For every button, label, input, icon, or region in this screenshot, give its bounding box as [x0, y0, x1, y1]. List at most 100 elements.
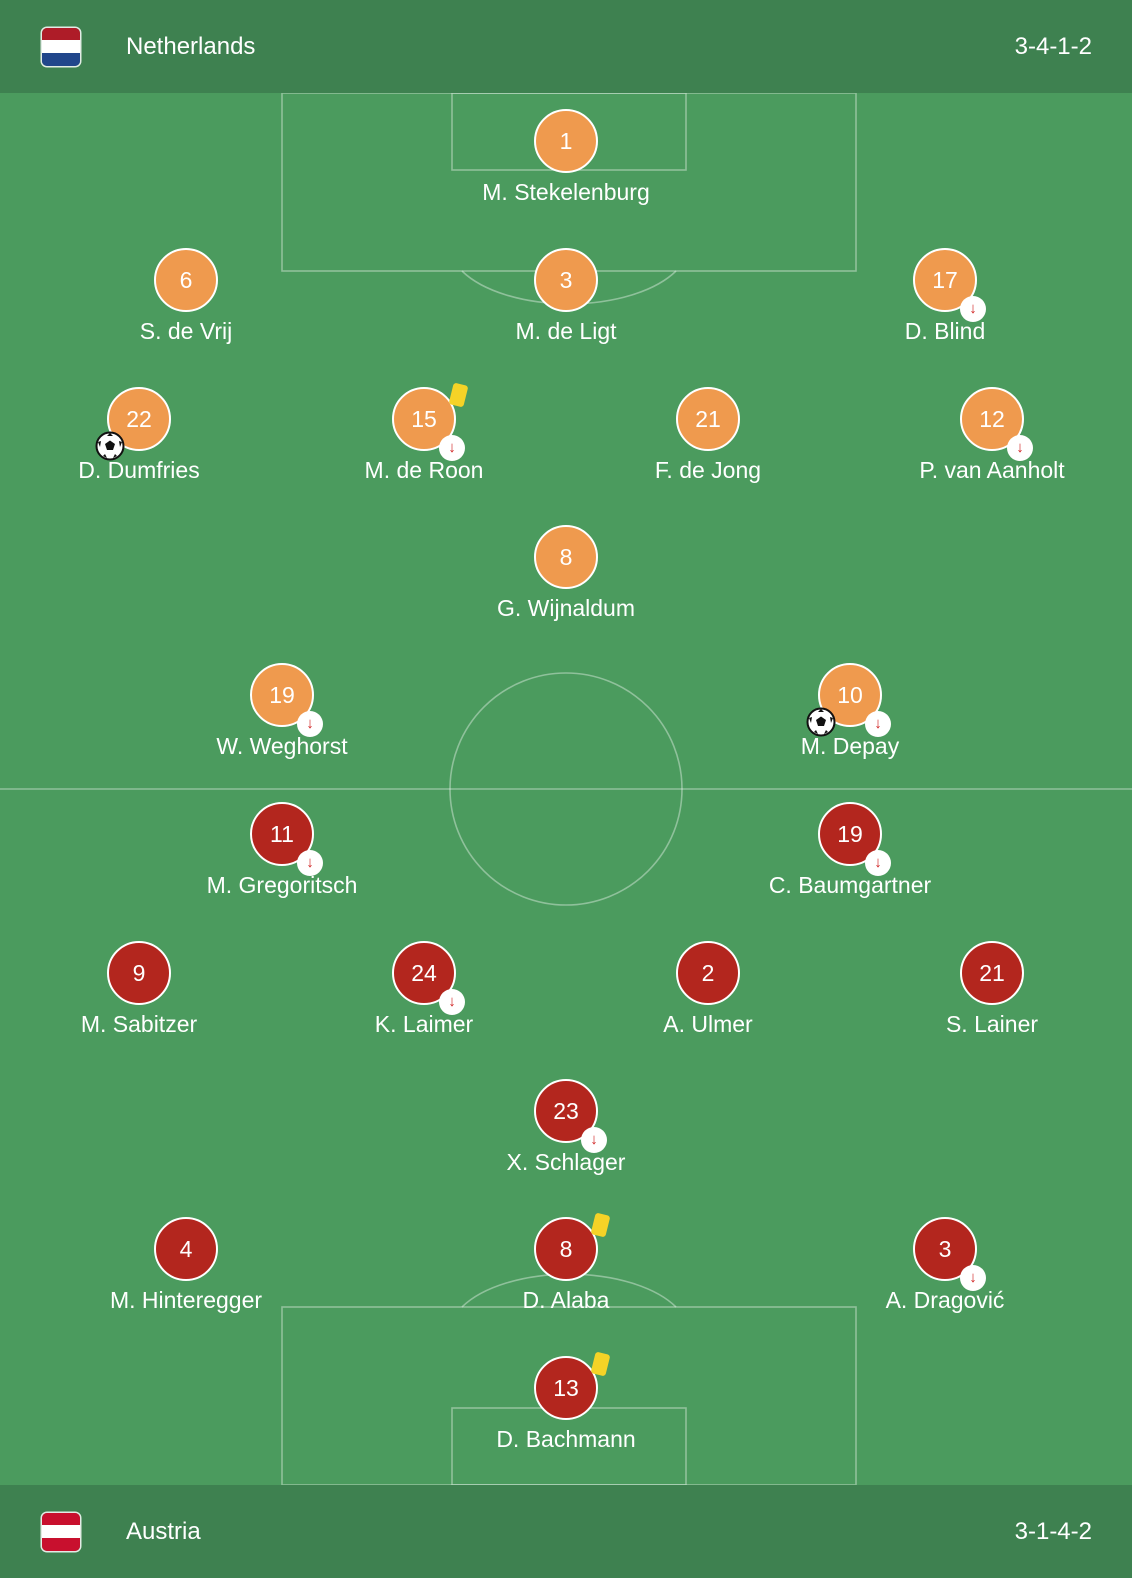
yellow-card-icon — [590, 1351, 611, 1377]
player-number-badge[interactable]: 2 — [676, 941, 740, 1005]
player-away[interactable]: 24 ↓ K. Laimer — [314, 941, 534, 1038]
player-badge-wrap: 11 ↓ — [250, 802, 323, 876]
player-badge-wrap: 19 ↓ — [250, 663, 323, 737]
player-name[interactable]: D. Blind — [904, 318, 986, 344]
substitution-arrow-icon: ↓ — [581, 1127, 607, 1153]
player-name[interactable]: M. de Ligt — [515, 318, 617, 344]
player-name[interactable]: X. Schlager — [506, 1149, 626, 1175]
player-number-badge[interactable]: 6 — [154, 248, 218, 312]
player-home[interactable]: 12 ↓ P. van Aanholt — [882, 387, 1102, 484]
player-name[interactable]: W. Weghorst — [216, 733, 348, 759]
player-badge-wrap: 12 ↓ — [960, 387, 1033, 461]
player-away[interactable]: 13 D. Bachmann — [456, 1351, 676, 1453]
player-name[interactable]: M. Depay — [800, 733, 900, 759]
player-badge-wrap: 24 ↓ — [392, 941, 465, 1015]
player-name[interactable]: D. Dumfries — [78, 457, 200, 483]
player-name[interactable]: P. van Aanholt — [919, 457, 1065, 483]
player-name[interactable]: D. Alaba — [522, 1287, 610, 1313]
player-away[interactable]: 2 A. Ulmer — [598, 941, 818, 1038]
player-home[interactable]: 10 ↓ M. Depay — [740, 663, 960, 760]
player-badge-wrap: 19 ↓ — [818, 802, 891, 876]
player-name[interactable]: C. Baumgartner — [768, 872, 932, 898]
player-name[interactable]: A. Dragović — [885, 1287, 1005, 1313]
player-badge-wrap: 21 — [676, 387, 740, 451]
player-name[interactable]: M. Gregoritsch — [206, 872, 358, 898]
player-away[interactable]: 3 ↓ A. Dragović — [835, 1217, 1055, 1314]
player-badge-wrap: 3 — [534, 248, 598, 312]
substitution-arrow-icon: ↓ — [297, 850, 323, 876]
player-badge-wrap: 6 — [154, 248, 218, 312]
player-home[interactable]: 17 ↓ D. Blind — [835, 248, 1055, 345]
player-name[interactable]: K. Laimer — [374, 1011, 474, 1037]
player-number-badge[interactable]: 1 — [534, 109, 598, 173]
player-home[interactable]: 3 M. de Ligt — [456, 248, 676, 345]
player-number-badge[interactable]: 8 — [534, 525, 598, 589]
player-number-badge[interactable]: 21 — [676, 387, 740, 451]
player-away[interactable]: 8 D. Alaba — [456, 1212, 676, 1314]
yellow-card-icon — [448, 382, 469, 408]
player-name[interactable]: S. Lainer — [945, 1011, 1039, 1037]
player-name[interactable]: A. Ulmer — [663, 1011, 753, 1037]
player-name[interactable]: S. de Vrij — [139, 318, 233, 344]
substitution-arrow-icon: ↓ — [439, 989, 465, 1015]
player-home[interactable]: 15 ↓ M. de Roon — [314, 382, 534, 484]
player-name[interactable]: F. de Jong — [654, 457, 762, 483]
substitution-arrow-icon: ↓ — [960, 296, 986, 322]
player-home[interactable]: 8 G. Wijnaldum — [456, 525, 676, 622]
player-badge-wrap: 23 ↓ — [534, 1079, 607, 1153]
yellow-card-icon — [590, 1212, 611, 1238]
player-home[interactable]: 6 S. de Vrij — [76, 248, 296, 345]
substitution-arrow-icon: ↓ — [297, 711, 323, 737]
home-formation: 3-4-1-2 — [1014, 32, 1092, 60]
player-number-badge[interactable]: 22 — [107, 387, 171, 451]
player-number-badge[interactable]: 9 — [107, 941, 171, 1005]
player-away[interactable]: 11 ↓ M. Gregoritsch — [172, 802, 392, 899]
player-number-badge[interactable]: 8 — [534, 1217, 598, 1281]
player-badge-wrap: 17 ↓ — [913, 248, 986, 322]
goal-ball-icon — [806, 707, 836, 737]
player-badge-wrap: 8 — [534, 525, 598, 589]
player-home[interactable]: 1 M. Stekelenburg — [456, 109, 676, 206]
player-away[interactable]: 21 S. Lainer — [882, 941, 1102, 1038]
player-badge-wrap: 2 — [676, 941, 740, 1005]
substitution-arrow-icon: ↓ — [865, 850, 891, 876]
pitch: 1 M. Stekelenburg 6 S. de Vrij 3 M. de Ligt 17… — [0, 93, 1132, 1485]
player-badge-wrap: 21 — [960, 941, 1024, 1005]
player-badge-wrap: 10 ↓ — [806, 663, 891, 737]
player-badge-wrap: 8 — [534, 1212, 611, 1281]
austria-flag-icon — [42, 1512, 80, 1551]
player-badge-wrap: 22 — [95, 387, 171, 461]
player-away[interactable]: 4 M. Hinteregger — [76, 1217, 296, 1314]
player-name[interactable]: M. Stekelenburg — [482, 179, 650, 205]
player-name[interactable]: D. Bachmann — [496, 1426, 636, 1452]
player-home[interactable]: 22 D. Dumfries — [29, 387, 249, 484]
player-number-badge[interactable]: 4 — [154, 1217, 218, 1281]
player-name[interactable]: G. Wijnaldum — [496, 595, 636, 621]
player-badge-wrap: 15 ↓ — [392, 382, 469, 461]
player-home[interactable]: 21 F. de Jong — [598, 387, 818, 484]
substitution-arrow-icon: ↓ — [960, 1265, 986, 1291]
player-badge-wrap: 1 — [534, 109, 598, 173]
away-team-name[interactable]: Austria — [126, 1517, 201, 1545]
player-badge-wrap: 4 — [154, 1217, 218, 1281]
player-name[interactable]: M. Hinteregger — [109, 1287, 263, 1313]
home-team-name[interactable]: Netherlands — [126, 32, 256, 60]
player-number-badge[interactable]: 21 — [960, 941, 1024, 1005]
goal-ball-icon — [95, 431, 125, 461]
player-badge-wrap: 3 ↓ — [913, 1217, 986, 1291]
substitution-arrow-icon: ↓ — [1007, 435, 1033, 461]
player-name[interactable]: M. de Roon — [364, 457, 484, 483]
player-away[interactable]: 9 M. Sabitzer — [29, 941, 249, 1038]
netherlands-flag-icon — [42, 27, 80, 66]
player-badge-wrap: 9 — [107, 941, 171, 1005]
player-name[interactable]: M. Sabitzer — [80, 1011, 198, 1037]
substitution-arrow-icon: ↓ — [439, 435, 465, 461]
player-number-badge[interactable]: 3 — [534, 248, 598, 312]
away-formation: 3-1-4-2 — [1014, 1517, 1092, 1545]
player-away[interactable]: 19 ↓ C. Baumgartner — [740, 802, 960, 899]
player-away[interactable]: 23 ↓ X. Schlager — [456, 1079, 676, 1176]
substitution-arrow-icon: ↓ — [865, 711, 891, 737]
player-number-badge[interactable]: 24 — [392, 941, 456, 1005]
player-number-badge[interactable]: 13 — [534, 1356, 598, 1420]
player-home[interactable]: 19 ↓ W. Weghorst — [172, 663, 392, 760]
